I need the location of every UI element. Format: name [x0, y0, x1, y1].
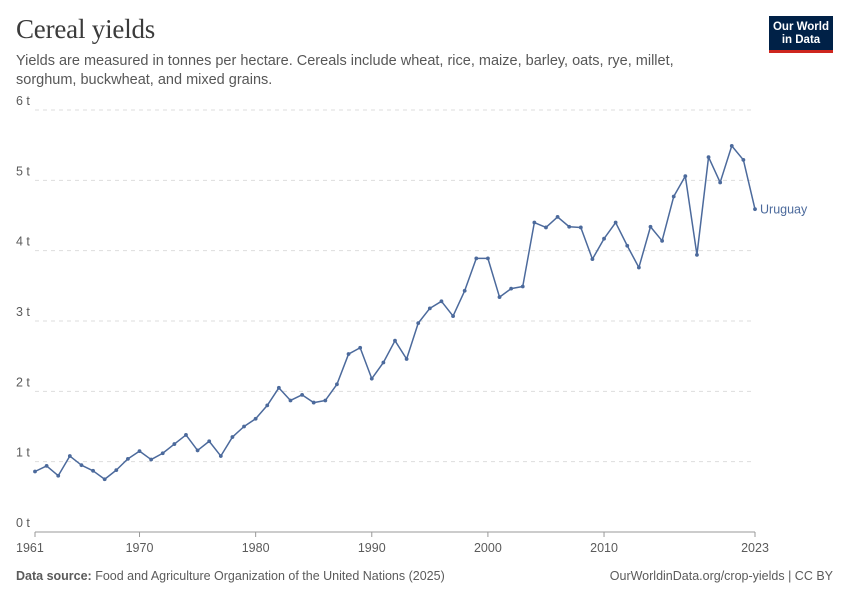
data-point — [311, 400, 316, 405]
data-point — [184, 433, 188, 437]
data-point — [462, 288, 467, 293]
data-point — [625, 243, 630, 248]
series-label: Uruguay — [760, 203, 808, 217]
axes: 0 t 1 t 2 t 3 t 4 t 5 t 6 t 1961 1970 1980 1990 200… — [16, 94, 769, 555]
data-point — [706, 155, 711, 160]
data-point — [358, 345, 363, 350]
data-point — [590, 257, 595, 262]
data-point — [695, 252, 699, 257]
data-point — [544, 225, 548, 230]
data-point — [207, 439, 212, 444]
y-tick-label: 2 t — [16, 375, 30, 389]
owid-logo[interactable]: Our World in Data — [769, 16, 833, 53]
data-point — [520, 284, 525, 289]
series-line — [34, 145, 756, 480]
data-point — [474, 256, 479, 261]
y-tick-label: 5 t — [16, 164, 30, 178]
data-point — [102, 477, 107, 482]
series-labels: Uruguay — [760, 203, 808, 217]
data-point — [404, 357, 409, 361]
data-point — [33, 469, 37, 474]
data-point — [486, 256, 490, 261]
chart-footer: Data source: Food and Agriculture Organi… — [16, 569, 833, 583]
data-point — [276, 385, 281, 390]
data-point — [416, 321, 421, 326]
logo-line-2: in Data — [781, 34, 821, 46]
data-point — [126, 456, 130, 461]
data-point — [660, 238, 664, 243]
y-tick-label: 6 t — [16, 94, 30, 108]
data-point — [56, 473, 61, 478]
data-point — [114, 468, 119, 473]
logo-line-1: Our World — [772, 21, 829, 33]
data-point — [300, 392, 304, 397]
x-tick-label: 2000 — [474, 541, 502, 555]
data-point — [509, 286, 514, 291]
data-point — [323, 398, 328, 403]
x-tick-label: 2023 — [741, 541, 769, 555]
y-tick-label: 0 t — [16, 516, 30, 530]
data-point — [335, 382, 339, 387]
y-tick-label: 1 t — [16, 446, 30, 460]
data-point — [648, 224, 653, 229]
data-point — [636, 265, 641, 270]
data-point — [451, 314, 455, 318]
data-point — [683, 174, 688, 179]
x-tick-label: 1990 — [358, 541, 386, 555]
data-point — [718, 180, 723, 185]
data-point — [288, 398, 293, 403]
data-point — [532, 220, 537, 225]
data-point — [218, 454, 223, 458]
data-point — [172, 442, 177, 446]
x-tick-label: 1980 — [242, 541, 270, 555]
source-text[interactable]: Food and Agriculture Organization of the… — [95, 569, 445, 583]
chart-title: Cereal yields — [16, 14, 156, 44]
data-point — [427, 306, 432, 311]
data-point — [137, 449, 142, 454]
data-point — [555, 215, 560, 219]
data-point — [67, 454, 72, 458]
credit-link[interactable]: OurWorldinData.org/crop-yields | CC BY — [609, 569, 833, 583]
chart-subtitle: Yields are measured in tonnes per hectar… — [16, 53, 674, 88]
data-point — [381, 360, 386, 365]
data-point — [79, 463, 84, 468]
data-point — [230, 435, 235, 439]
data-point — [195, 448, 200, 453]
data-point — [393, 338, 397, 343]
x-tick-label: 2010 — [590, 541, 618, 555]
data-point — [753, 207, 757, 212]
data-point — [346, 352, 351, 356]
data-point — [741, 158, 746, 162]
data-point — [265, 403, 270, 408]
data-point — [729, 143, 734, 148]
series-layer — [33, 143, 757, 482]
data-point — [439, 299, 444, 304]
data-point — [578, 225, 583, 230]
data-point — [44, 463, 49, 468]
data-point — [253, 416, 258, 421]
data-point — [602, 236, 606, 241]
x-tick-label: 1970 — [126, 541, 154, 555]
source-label: Data source: — [16, 569, 92, 583]
y-tick-label: 4 t — [16, 235, 30, 249]
data-point — [497, 295, 502, 299]
data-point — [91, 468, 95, 473]
data-point — [369, 376, 374, 381]
data-point — [567, 224, 572, 229]
gridlines — [35, 109, 755, 463]
data-point — [671, 194, 676, 199]
data-point — [149, 457, 154, 462]
x-tick-label: 1961 — [16, 541, 44, 555]
data-point — [242, 424, 246, 429]
y-tick-label: 3 t — [16, 305, 30, 319]
data-point — [613, 220, 618, 225]
data-point — [160, 451, 165, 456]
